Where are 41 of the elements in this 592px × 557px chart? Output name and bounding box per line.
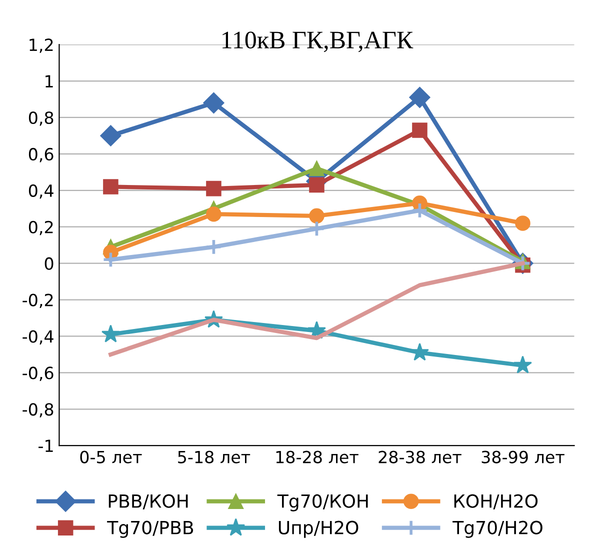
point (206, 180, 222, 196)
x-tick-label: 38-99 лет (482, 450, 564, 464)
point (309, 177, 324, 193)
point (102, 251, 120, 268)
point (513, 356, 532, 374)
chart-title: 110кВ ГК,ВГ,АГК (222, 32, 414, 52)
point (309, 208, 324, 224)
point (411, 202, 428, 219)
x-tick-label: 0-5 лет (80, 450, 142, 464)
x-tick-label: 18-28 лет (276, 450, 358, 464)
legend-label: РВВ/КОН (108, 494, 188, 510)
y-tick-label: 0,4 (28, 184, 54, 199)
point (308, 220, 326, 238)
y-tick-label: -0,8 (22, 403, 54, 418)
point (103, 179, 118, 194)
legend-label: КОН/H2O (454, 494, 538, 510)
legend-label: Tg70/КОН (277, 494, 368, 512)
legend-label: Tg70/H2O (452, 520, 542, 538)
point (515, 216, 530, 231)
y-tick-label: 0,8 (28, 111, 54, 126)
y-tick-label: 0,2 (28, 220, 53, 236)
y-tick-label: 0 (44, 257, 54, 270)
y-tick-label: 1 (46, 75, 53, 88)
x-tick-label: 5-18 лет (178, 450, 250, 464)
point (409, 86, 430, 108)
legend-label: Uпр/H2O (278, 520, 358, 538)
point (203, 92, 224, 114)
legend-label: Tg70/РВВ (107, 520, 194, 538)
point (206, 206, 222, 222)
point (412, 122, 428, 138)
x-tick-label: 28-38 лет (378, 450, 462, 464)
y-tick-label: -0,4 (22, 330, 54, 344)
point (100, 125, 122, 146)
point (101, 324, 120, 342)
y-tick-label: 0,6 (28, 148, 54, 162)
y-tick-label: 1,2 (30, 38, 53, 53)
point (309, 160, 324, 176)
point (205, 238, 222, 256)
y-tick-label: -1 (38, 440, 53, 452)
y-tick-label: -0,6 (22, 366, 54, 381)
y-tick-label: -0,2 (22, 294, 53, 308)
